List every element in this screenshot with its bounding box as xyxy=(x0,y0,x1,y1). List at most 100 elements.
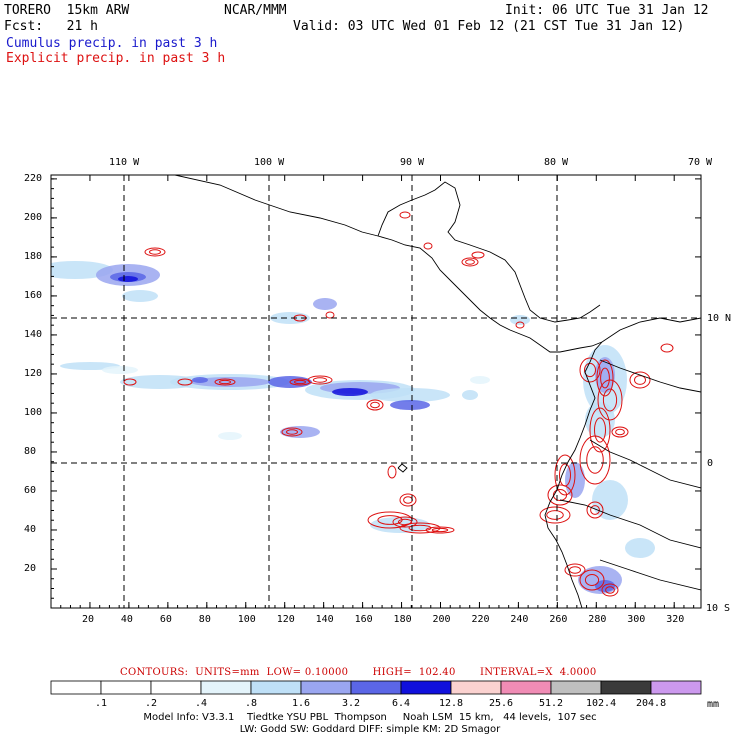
explicit-contour-inner xyxy=(431,527,449,533)
explicit-contour xyxy=(586,501,604,519)
cumulus-cell xyxy=(595,357,615,393)
lon-label-90w: 90 W xyxy=(400,157,425,168)
colorbar-swatch xyxy=(200,680,252,695)
contour-info: CONTOURS: UNITS=mm LOW= 0.10000 HIGH= 10… xyxy=(120,667,597,678)
x-tick-label: 280 xyxy=(588,614,607,625)
colorbar-swatch xyxy=(300,680,352,695)
lat-label-10n: 10 N xyxy=(707,313,732,324)
colorbar-swatch xyxy=(250,680,302,695)
explicit-contour-inner xyxy=(370,401,380,409)
colorbar-label: 204.8 xyxy=(636,698,667,709)
cumulus-cell xyxy=(122,290,158,302)
colorbar-label: .1 xyxy=(95,698,108,709)
cumulus-cell xyxy=(470,376,490,384)
x-tick-label: 60 xyxy=(159,614,172,625)
field-title-cumulus: Cumulus precip. in past 3 h xyxy=(6,36,218,51)
y-tick-label: 80 xyxy=(24,445,37,457)
south-america-coast xyxy=(544,341,603,608)
explicit-contour xyxy=(144,247,166,257)
cumulus-cell xyxy=(102,366,138,374)
explicit-contour-inner xyxy=(377,515,403,525)
y-tick-label: 140 xyxy=(24,328,43,340)
colorbar-label: .4 xyxy=(195,698,208,709)
cumulus-cell xyxy=(585,402,615,438)
peru-border xyxy=(559,499,701,549)
explicit-contour xyxy=(629,371,651,389)
x-tick-label: 40 xyxy=(120,614,133,625)
explicit-contour xyxy=(589,407,611,453)
lat-label-0: 0 xyxy=(707,458,714,469)
explicit-contour-inner xyxy=(552,489,568,501)
explicit-contour-inner xyxy=(594,417,606,443)
explicit-contour xyxy=(325,311,335,319)
cumulus-cell xyxy=(370,388,450,402)
explicit-contour xyxy=(399,211,411,219)
cumulus-cell xyxy=(280,426,320,438)
y-tick-label: 20 xyxy=(24,562,37,574)
explicit-contour-inner xyxy=(615,428,625,436)
x-tick-label: 260 xyxy=(549,614,568,625)
explicit-contour xyxy=(281,427,303,437)
valid-time: Valid: 03 UTC Wed 01 Feb 12 (21 CST Tue … xyxy=(293,19,685,34)
colorbar-swatch xyxy=(150,680,202,695)
mexico-central-america-coast xyxy=(174,175,603,353)
colorbar-label: 12.8 xyxy=(439,698,464,709)
lat-label-10s: 10 S xyxy=(706,603,731,614)
y-tick-label: 200 xyxy=(24,211,43,223)
galapagos-islands xyxy=(397,463,408,473)
cumulus-cell xyxy=(462,390,478,400)
explicit-contour xyxy=(387,465,397,479)
y-tick-label: 60 xyxy=(24,484,37,496)
explicit-contour xyxy=(423,242,433,250)
coastlines xyxy=(174,175,701,608)
explicit-contour xyxy=(579,435,611,485)
x-tick-label: 140 xyxy=(315,614,334,625)
plot-frame xyxy=(50,174,702,609)
y-tick-label: 100 xyxy=(24,406,43,418)
andes-border xyxy=(589,439,701,489)
explicit-contour xyxy=(123,378,137,386)
axis-ticks xyxy=(51,175,701,608)
explicit-contour xyxy=(579,569,605,591)
cumulus-cell xyxy=(332,388,368,396)
explicit-contour-inner xyxy=(586,446,604,474)
explicit-contour-inner xyxy=(600,367,610,389)
cumulus-cell xyxy=(510,315,530,325)
y-tick-label: 40 xyxy=(24,523,37,535)
explicit-contour xyxy=(660,343,674,353)
explicit-contour xyxy=(392,516,418,528)
colorbar-swatch xyxy=(350,680,402,695)
model-info-line2: LW: Godd SW: Goddard DIFF: simple KM: 2D… xyxy=(239,724,501,735)
model-info-line1: Model Info: V3.3.1 Tiedtke YSU PBL Thomp… xyxy=(143,712,597,723)
explicit-contour-inner xyxy=(605,586,615,594)
explicit-contour xyxy=(214,378,236,386)
x-tick-label: 180 xyxy=(393,614,412,625)
explicit-contour-inner xyxy=(602,388,618,412)
explicit-contour-inner xyxy=(634,375,646,385)
cumulus-cell xyxy=(313,298,337,310)
explicit-contour-inner xyxy=(294,379,306,385)
explicit-contour xyxy=(554,454,576,496)
colorbar-unit: mm xyxy=(707,699,720,710)
explicit-contour xyxy=(366,399,384,411)
y-tick-label: 120 xyxy=(24,367,43,379)
south-america-interior-border xyxy=(599,359,701,393)
x-tick-label: 160 xyxy=(354,614,373,625)
x-tick-label: 80 xyxy=(198,614,211,625)
colorbar-swatch xyxy=(600,680,652,695)
org-name: NCAR/MMM xyxy=(224,3,287,18)
colorbar-label: 1.6 xyxy=(292,698,311,709)
x-tick-label: 240 xyxy=(510,614,529,625)
lon-label-70w: 70 W xyxy=(688,157,713,168)
explicit-contour xyxy=(539,506,571,524)
explicit-contour xyxy=(471,251,485,259)
explicit-contour xyxy=(425,526,455,534)
explicit-contour xyxy=(597,379,623,421)
explicit-contour-inner xyxy=(312,377,328,383)
cumulus-cell xyxy=(370,517,430,533)
explicit-contour-inner xyxy=(569,566,581,574)
init-time: Init: 06 UTC Tue 31 Jan 12 xyxy=(505,3,709,18)
cumulus-cell xyxy=(595,580,615,592)
explicit-contour-inner xyxy=(403,496,413,504)
